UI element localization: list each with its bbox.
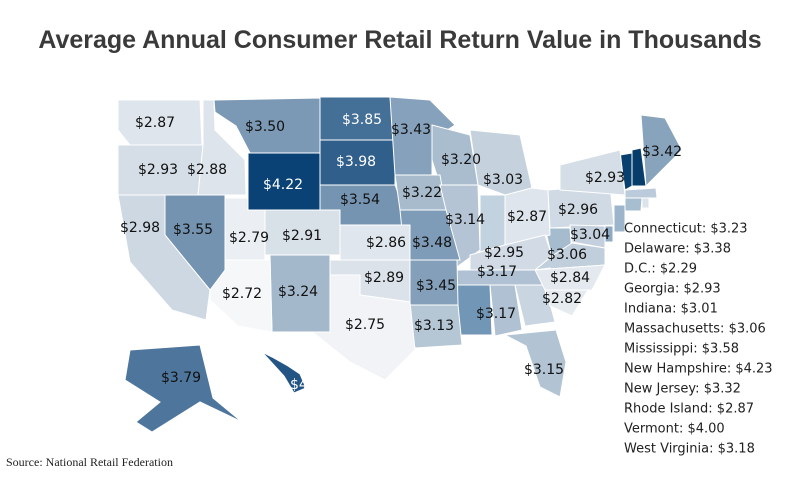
value-label: $2.95 bbox=[484, 245, 524, 261]
value-label: $2.84 bbox=[550, 270, 590, 286]
callout-entry: Vermont: $4.00 bbox=[624, 422, 725, 437]
callout-entry: D.C.: $2.29 bbox=[624, 262, 697, 277]
value-label: $3.48 bbox=[412, 235, 452, 251]
value-label: $3.55 bbox=[173, 222, 213, 238]
value-label: $2.75 bbox=[345, 317, 385, 333]
value-label: $2.87 bbox=[507, 209, 547, 225]
value-label: $2.82 bbox=[542, 291, 582, 307]
state-shape bbox=[624, 187, 658, 199]
callout-entry: Georgia: $2.93 bbox=[624, 282, 721, 297]
label-layer: $2.87 $2.93 $2.88 $3.50 $4.22 $3.85 $3.98 $3.54… bbox=[120, 112, 682, 393]
value-label: $3.42 bbox=[642, 144, 682, 160]
value-label: $3.17 bbox=[476, 306, 516, 322]
value-label: $3.17 bbox=[477, 264, 517, 280]
value-label: $2.88 bbox=[187, 162, 227, 178]
value-label: $3.03 bbox=[483, 172, 523, 188]
source: Source: National Retail Federation bbox=[6, 455, 173, 469]
value-label: $2.89 bbox=[364, 270, 404, 286]
callout-entry: Rhode Island: $2.87 bbox=[624, 402, 754, 417]
state-layer bbox=[117, 96, 683, 433]
state-shape bbox=[640, 114, 683, 188]
state-shape bbox=[559, 149, 626, 196]
value-label: $3.20 bbox=[441, 152, 481, 168]
value-label: $3.79 bbox=[161, 370, 201, 386]
value-label: $2.86 bbox=[366, 235, 406, 251]
state-shape bbox=[117, 194, 211, 321]
value-label: $2.91 bbox=[282, 228, 322, 244]
value-label: $3.54 bbox=[340, 192, 380, 208]
callout-list: Connecticut: $3.23 Delaware: $3.38 D.C.: $… bbox=[624, 222, 773, 457]
state-shape bbox=[124, 344, 243, 433]
value-label: $3.85 bbox=[342, 112, 382, 128]
value-label: $3.04 bbox=[570, 227, 610, 243]
callout-entry: Mississippi: $3.58 bbox=[624, 342, 739, 357]
title: Average Annual Consumer Retail Return Va… bbox=[38, 26, 761, 54]
value-label: $3.22 bbox=[402, 185, 442, 201]
state-shape bbox=[641, 197, 650, 209]
state-shape bbox=[624, 197, 643, 212]
value-label: $2.98 bbox=[120, 220, 160, 236]
callout-entry: Connecticut: $3.23 bbox=[624, 222, 748, 237]
value-label: $3.45 bbox=[416, 278, 456, 294]
callout-entry: West Virginia: $3.18 bbox=[624, 442, 755, 457]
value-label: $2.79 bbox=[229, 230, 269, 246]
state-shape bbox=[534, 264, 606, 291]
callout-entry: New Hampshire: $4.23 bbox=[624, 362, 773, 377]
value-label: $2.93 bbox=[138, 162, 178, 178]
state-shape bbox=[261, 351, 307, 394]
value-label: $4.22 bbox=[263, 177, 303, 193]
value-label: $3.06 bbox=[547, 247, 587, 263]
value-label: $3.43 bbox=[391, 122, 431, 138]
value-label: $3.13 bbox=[414, 318, 454, 334]
value-label: $3.14 bbox=[445, 212, 485, 228]
callout-entry: New Jersey: $3.32 bbox=[624, 382, 741, 397]
callout-entry: Indiana: $3.01 bbox=[624, 302, 718, 317]
value-label: $2.96 bbox=[558, 202, 598, 218]
state-shape bbox=[439, 184, 481, 268]
state-shape bbox=[489, 284, 523, 337]
value-label: $2.93 bbox=[585, 170, 625, 186]
value-label: $2.87 bbox=[135, 115, 175, 131]
callout-entry: Massachusetts: $3.06 bbox=[624, 322, 766, 337]
value-label: $3.98 bbox=[336, 154, 376, 170]
value-label: $3.50 bbox=[245, 119, 285, 135]
value-label: $2.72 bbox=[222, 286, 262, 302]
value-label: $3.24 bbox=[278, 284, 318, 300]
state-shape bbox=[544, 289, 589, 317]
state-shape bbox=[503, 329, 567, 398]
value-label: $4.06 bbox=[290, 377, 330, 393]
value-label: $3.15 bbox=[524, 362, 564, 378]
callout-entry: Delaware: $3.38 bbox=[624, 242, 731, 257]
